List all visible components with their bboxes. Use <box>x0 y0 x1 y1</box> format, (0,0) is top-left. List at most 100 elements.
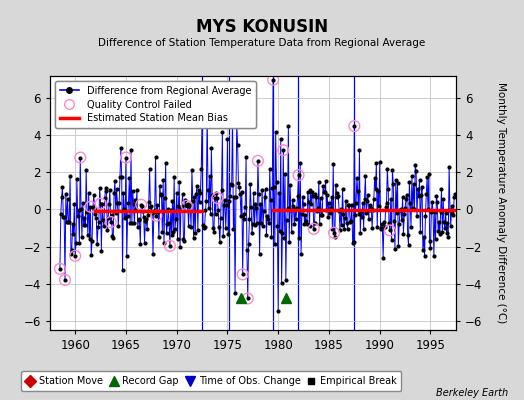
Point <box>450 194 458 200</box>
Point <box>313 208 321 214</box>
Point <box>56 266 64 272</box>
Point <box>70 201 79 208</box>
Point <box>410 206 419 212</box>
Point <box>321 178 330 184</box>
Point <box>150 209 158 215</box>
Point <box>152 212 160 219</box>
Point <box>377 226 386 232</box>
Point <box>124 200 133 206</box>
Point <box>69 231 78 237</box>
Point <box>115 200 123 206</box>
Point <box>409 205 417 211</box>
Point <box>218 128 226 135</box>
Point <box>387 196 395 203</box>
Point <box>138 202 146 209</box>
Point <box>390 218 398 224</box>
Point <box>431 236 440 243</box>
Point <box>68 246 76 253</box>
Point <box>83 208 91 215</box>
Point <box>126 220 134 226</box>
Point <box>151 153 160 160</box>
Point <box>173 236 182 242</box>
Point <box>431 209 439 216</box>
Point <box>211 210 220 217</box>
Point <box>57 211 65 218</box>
Point <box>248 221 257 228</box>
Point <box>339 186 347 192</box>
Point <box>347 218 355 224</box>
Point <box>69 221 77 227</box>
Point <box>165 219 173 226</box>
Point <box>285 239 293 246</box>
Point <box>255 250 264 257</box>
Point <box>280 235 288 241</box>
Point <box>233 141 242 148</box>
Point <box>228 110 237 116</box>
Point <box>184 223 193 230</box>
Point <box>306 187 314 194</box>
Point <box>106 186 114 193</box>
Point <box>314 179 323 185</box>
Point <box>188 167 196 173</box>
Point <box>407 224 415 230</box>
Point <box>409 181 418 187</box>
Point <box>93 241 101 248</box>
Point <box>144 212 152 218</box>
Point <box>258 186 266 193</box>
Point <box>122 154 130 161</box>
Point <box>84 232 92 238</box>
Point <box>198 117 206 124</box>
Point <box>150 207 159 213</box>
Point <box>322 207 331 213</box>
Point <box>240 216 248 222</box>
Point <box>376 158 384 165</box>
Point <box>76 154 84 161</box>
Point <box>145 199 153 206</box>
Point <box>137 202 145 208</box>
Point <box>62 218 71 225</box>
Point <box>181 196 189 203</box>
Point <box>237 212 245 219</box>
Point <box>271 128 280 135</box>
Point <box>125 175 134 182</box>
Point <box>168 198 177 204</box>
Point <box>354 211 363 217</box>
Point <box>168 232 176 238</box>
Point <box>380 219 388 225</box>
Point <box>375 203 383 210</box>
Point <box>427 208 435 215</box>
Point <box>442 230 451 237</box>
Point <box>192 191 200 197</box>
Point <box>329 161 337 167</box>
Point <box>397 206 405 212</box>
Point <box>290 220 299 227</box>
Point <box>178 191 187 197</box>
Point <box>398 193 407 200</box>
Point <box>141 218 149 224</box>
Point <box>135 217 144 223</box>
Point <box>358 200 367 206</box>
Point <box>391 177 400 184</box>
Point <box>245 216 254 222</box>
Point <box>59 213 68 220</box>
Point <box>309 193 317 200</box>
Point <box>76 154 84 161</box>
Point <box>213 195 222 201</box>
Point <box>198 117 206 124</box>
Point <box>66 173 74 179</box>
Point <box>330 230 338 236</box>
Point <box>231 290 239 296</box>
Point <box>311 190 320 197</box>
Point <box>416 177 424 183</box>
Point <box>224 231 233 237</box>
Point <box>147 202 156 209</box>
Point <box>438 229 446 236</box>
Point <box>423 174 431 180</box>
Point <box>172 215 180 222</box>
Point <box>160 239 168 246</box>
Point <box>449 210 457 216</box>
Point <box>80 222 88 228</box>
Point <box>433 199 441 206</box>
Point <box>209 224 217 231</box>
Point <box>320 189 328 195</box>
